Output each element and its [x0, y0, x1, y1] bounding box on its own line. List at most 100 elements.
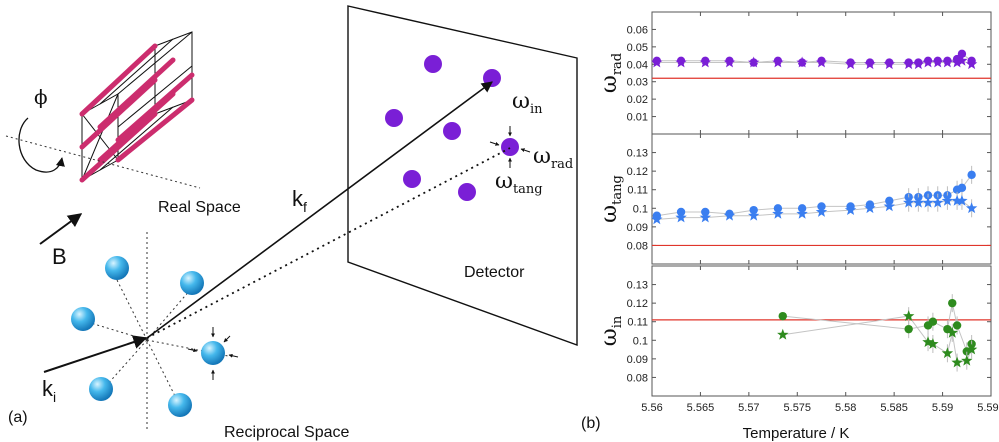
data-point-star — [864, 58, 876, 70]
y-tick-label: 0.11 — [627, 185, 648, 197]
panel-b: (b) Temperature / K 0.01 0.02 0.03 0.04 0.05… — [581, 11, 999, 442]
data-point-star — [903, 196, 915, 208]
data-point-star — [965, 343, 978, 355]
subplot-rad: 0.01 0.02 0.03 0.04 0.05 0.06 ωrad — [597, 11, 992, 135]
panel-a: ωin ωrad ωtang Detector — [5, 5, 578, 441]
x-tick-label: 5.58 — [835, 402, 856, 414]
y-tick-label: 0.09 — [627, 222, 648, 234]
detector-spot — [385, 109, 403, 127]
data-point-star — [932, 56, 944, 68]
detector-spot — [483, 69, 501, 87]
reciprocal-point — [201, 341, 225, 365]
omega-in-label: ωin — [512, 89, 543, 117]
rotation-axis — [5, 135, 201, 189]
x-tick-label: 5.59 — [932, 402, 953, 414]
data-point-star — [864, 202, 876, 214]
data-point-star — [883, 200, 895, 212]
x-tick-label: 5.565 — [687, 402, 715, 414]
phi-label: ϕ — [34, 85, 48, 109]
data-point-star — [844, 58, 857, 70]
data-point-star — [951, 56, 963, 68]
data-point-star — [965, 58, 978, 70]
y-tick-label: 0.02 — [627, 94, 648, 106]
detector-label: Detector — [464, 264, 525, 281]
y-tick-label: 0.06 — [627, 24, 648, 36]
spot-width-arrows — [489, 126, 531, 168]
data-point-star — [922, 196, 934, 208]
data-point-star — [844, 204, 857, 215]
data-point — [948, 298, 957, 308]
data-point-star — [651, 56, 663, 68]
data-point-star — [903, 58, 915, 70]
data-point — [928, 317, 938, 326]
y-tick-label: 0.09 — [627, 354, 648, 366]
omega-tang-label: ωtang — [495, 169, 543, 197]
y-axis-label: ωin — [597, 315, 625, 346]
sphere-width-arrows — [187, 327, 239, 380]
data-point-star — [883, 58, 895, 70]
data-point-star — [796, 56, 808, 68]
data-point — [778, 311, 787, 321]
data-point — [957, 183, 967, 193]
data-point-star — [912, 58, 925, 70]
x-tick-label: 5.56 — [641, 402, 662, 414]
rotation-arrow — [18, 117, 65, 173]
data-point — [967, 170, 976, 180]
data-point-star — [932, 196, 944, 208]
y-tick-label: 0.1 — [633, 203, 648, 215]
data-point-star — [675, 56, 687, 68]
panel-a-label: (a) — [8, 409, 28, 426]
data-point-star — [941, 347, 954, 359]
reciprocal-point — [180, 271, 204, 295]
plot-frame — [651, 265, 992, 397]
y-tick-label: 0.13 — [627, 280, 648, 292]
data-point — [952, 321, 962, 330]
x-axis-title: Temperature / K — [743, 425, 850, 442]
scattered-dotted — [146, 147, 511, 339]
data-point — [904, 324, 913, 334]
kf-label: kf — [292, 186, 307, 215]
data-point-star — [961, 354, 973, 366]
data-point-star — [699, 56, 711, 68]
series-line — [782, 315, 973, 364]
reciprocal-space-label: Reciprocal Space — [224, 424, 350, 441]
detector-spot — [443, 122, 461, 140]
data-point — [957, 49, 967, 59]
y-axis-label: ωrad — [597, 53, 625, 93]
incident-beam — [43, 335, 148, 373]
field-arrow — [39, 213, 83, 245]
y-tick-label: 0.04 — [627, 59, 648, 71]
crystal-lattice — [79, 31, 195, 183]
plot-frame — [651, 11, 992, 135]
data-point-star — [951, 356, 963, 368]
detector-spot — [501, 138, 519, 156]
x-tick-label: 5.585 — [880, 402, 908, 414]
detector-plate — [347, 5, 578, 346]
y-tick-label: 0.1 — [633, 335, 648, 347]
real-space-label: Real Space — [158, 199, 241, 216]
data-point-star — [956, 54, 968, 66]
field-label: B — [52, 244, 67, 269]
y-tick-label: 0.05 — [627, 42, 648, 54]
data-point-star — [922, 336, 934, 347]
data-point-star — [922, 56, 934, 68]
reciprocal-point — [71, 307, 95, 331]
y-tick-label: 0.08 — [627, 372, 648, 384]
data-point-star — [748, 209, 760, 221]
detector-spot — [403, 170, 421, 188]
y-tick-label: 0.12 — [627, 298, 648, 310]
data-point-star — [941, 194, 954, 206]
omega-rad-label: ωrad — [533, 144, 573, 172]
diffracted-beam — [146, 81, 493, 339]
data-point-star — [699, 211, 711, 223]
reciprocal-point — [89, 377, 113, 401]
data-point-star — [927, 338, 939, 349]
y-tick-label: 0.13 — [627, 148, 648, 160]
detector-spot — [458, 183, 476, 201]
data-point-star — [965, 202, 978, 214]
y-axis-label: ωtang — [597, 175, 625, 223]
y-tick-label: 0.08 — [627, 240, 648, 252]
data-point-star — [777, 328, 789, 340]
data-point-star — [772, 207, 784, 219]
